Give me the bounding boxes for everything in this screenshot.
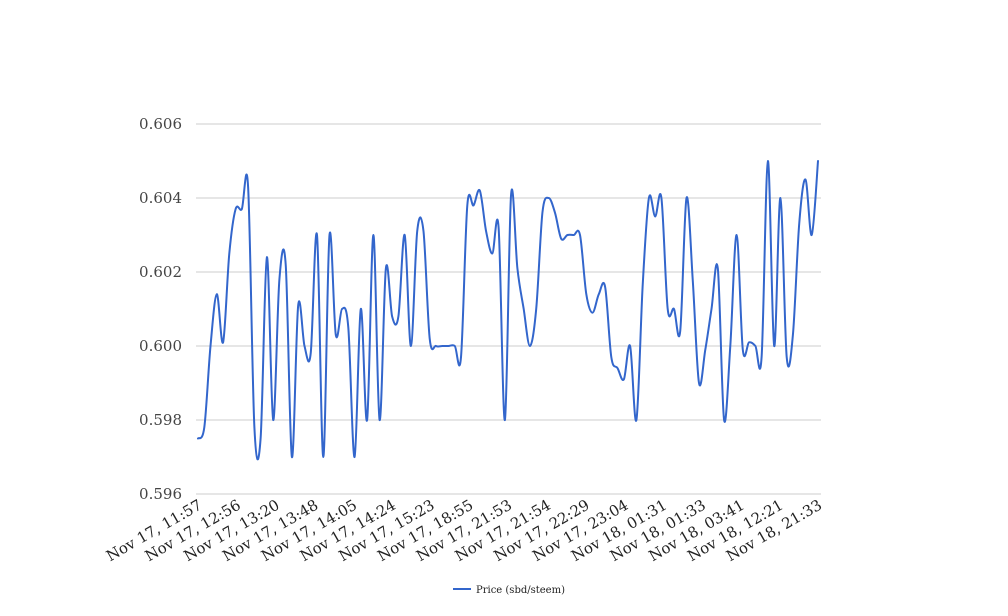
y-tick-label: 0.602 (139, 263, 182, 281)
y-tick-label: 0.600 (139, 337, 182, 355)
legend-label: Price (sbd/steem) (476, 585, 565, 596)
y-axis-tick-labels: 0.596 0.598 0.600 0.602 0.604 0.606 (139, 115, 182, 503)
series-line-price (197, 159, 819, 461)
y-tick-label: 0.604 (139, 189, 182, 207)
y-tick-label: 0.596 (139, 485, 182, 503)
y-tick-label: 0.598 (139, 411, 182, 429)
legend: Price (sbd/steem) (453, 585, 565, 596)
y-tick-label: 0.606 (139, 115, 182, 133)
gridlines (196, 123, 821, 495)
series-lines (197, 159, 819, 461)
